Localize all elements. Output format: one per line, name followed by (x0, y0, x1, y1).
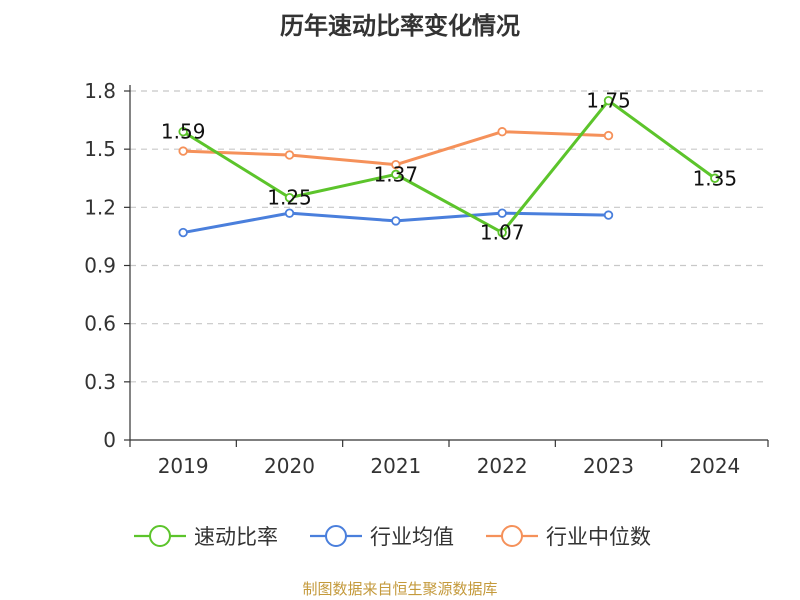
legend-marker-industry_median (501, 525, 523, 547)
legend-label-industry_median: 行业中位数 (546, 525, 651, 549)
data-labels: 1.59 1.25 1.37 1.07 1.75 1.35 (161, 89, 737, 245)
data-point-industry_avg (284, 208, 295, 218)
x-tick-label: 2021 (370, 454, 421, 478)
x-tick-label: 2023 (583, 454, 634, 478)
data-point-industry_avg (603, 210, 614, 220)
y-tick-label: 1.5 (84, 137, 116, 161)
x-tick-label: 2020 (264, 454, 315, 478)
x-tick-label: 2022 (477, 454, 528, 478)
y-tick-label: 1.2 (84, 195, 116, 219)
data-label: 1.35 (693, 166, 738, 190)
y-tick-label: 0.6 (84, 312, 116, 336)
legend-label-industry_avg: 行业均值 (370, 525, 454, 549)
y-tick-label: 1.8 (84, 79, 116, 103)
legend-marker-industry_avg (325, 525, 347, 547)
data-point-industry_avg (178, 227, 188, 238)
data-point-industry_median (178, 146, 188, 156)
data-label: 1.25 (267, 186, 312, 210)
y-tick-label: 0 (103, 428, 116, 452)
axes: 0 0.3 0.6 0.9 1.2 1.5 1.8 2019 2020 2021 2022 2023 2… (84, 79, 769, 478)
data-label: 1.75 (586, 89, 631, 113)
series-line-quick_ratio (182, 99, 716, 235)
data-point-industry_median (603, 130, 614, 141)
x-tick-label: 2024 (689, 454, 740, 478)
series-line-industry_median (183, 130, 609, 167)
data-point-quick_ratio (391, 169, 401, 180)
data-label: 1.37 (374, 162, 419, 186)
legend-label-quick_ratio: 速动比率 (194, 525, 278, 549)
y-tick-label: 0.3 (84, 370, 116, 394)
grid (130, 90, 768, 383)
data-point-quick_ratio (178, 127, 188, 137)
data-label: 1.59 (161, 120, 206, 144)
source-note: 制图数据来自恒生聚源数据库 (302, 580, 498, 598)
chart-title: 历年速动比率变化情况 (280, 12, 520, 40)
data-point-quick_ratio (284, 192, 295, 203)
data-point-quick_ratio (710, 173, 720, 183)
data-point-quick_ratio (497, 227, 507, 238)
data-point-industry_median (284, 150, 295, 160)
data-point-industry_median (497, 127, 507, 137)
legend-marker-quick_ratio (149, 525, 171, 547)
data-point-industry_avg (497, 208, 507, 218)
data-point-quick_ratio (603, 95, 614, 106)
series (178, 95, 720, 238)
data-point-industry_median (391, 159, 401, 170)
y-tick-label: 0.9 (84, 254, 116, 278)
data-label: 1.07 (480, 221, 525, 245)
legend: 速动比率 行业均值 行业中位数 (134, 525, 651, 549)
x-tick-label: 2019 (158, 454, 209, 478)
data-point-industry_avg (391, 216, 401, 226)
